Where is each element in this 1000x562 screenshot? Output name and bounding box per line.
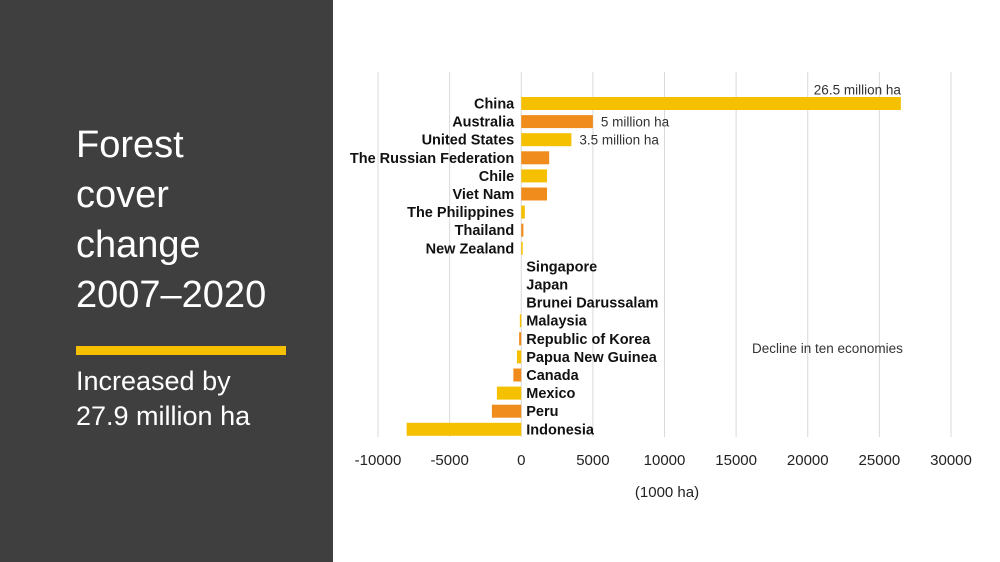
category-label: Peru — [526, 404, 558, 420]
category-label: The Philippines — [407, 205, 514, 221]
accent-bar — [76, 346, 286, 355]
bar-thailand — [521, 223, 524, 237]
bar-mexico — [496, 386, 522, 400]
bar-indonesia — [406, 422, 522, 436]
slide-title: Forest cover change 2007–2020 — [76, 120, 316, 320]
bar-united-states — [521, 133, 572, 147]
x-axis-label: (1000 ha) — [635, 484, 699, 501]
bar-canada — [513, 368, 522, 382]
subtitle-line: 27.9 million ha — [76, 401, 251, 431]
title-line: 2007–2020 — [76, 274, 267, 316]
chart-annotations: 26.5 million ha 5 million ha 3.5 million h… — [579, 83, 903, 356]
category-labels: China Australia United States The Russian F… — [350, 97, 659, 439]
category-label: Brunei Darussalam — [526, 296, 658, 312]
x-tick-label: -5000 — [430, 452, 468, 469]
title-panel: Forest cover change 2007–2020 Increased … — [0, 0, 333, 562]
category-label: Mexico — [526, 386, 575, 402]
annotation: 5 million ha — [601, 115, 670, 130]
category-label: Indonesia — [526, 422, 595, 438]
category-label: Canada — [526, 368, 579, 384]
x-tick-label: 5000 — [576, 452, 609, 469]
x-tick-label: 20000 — [787, 452, 829, 469]
bar-republic-of-korea — [519, 332, 522, 346]
x-tick-label: 25000 — [859, 452, 901, 469]
x-tick-label: 15000 — [715, 452, 757, 469]
bar-the-philippines — [521, 205, 525, 219]
slide-subtitle: Increased by 27.9 million ha — [76, 364, 326, 434]
category-label: The Russian Federation — [350, 151, 514, 167]
chart-bars — [406, 97, 901, 436]
bar-australia — [521, 115, 593, 129]
category-label: Japan — [526, 278, 568, 294]
x-tick-label: 0 — [517, 452, 525, 469]
category-label: Papua New Guinea — [526, 350, 657, 366]
bar-peru — [491, 404, 522, 418]
forest-cover-bar-chart: China Australia United States The Russian F… — [350, 72, 972, 501]
x-tick-label: 10000 — [644, 452, 686, 469]
category-label: China — [474, 97, 515, 113]
category-label: United States — [422, 133, 515, 149]
bar-china — [521, 97, 901, 110]
title-line: change — [76, 224, 201, 266]
category-label: Australia — [452, 115, 515, 131]
category-label: Malaysia — [526, 314, 587, 330]
category-label: Republic of Korea — [526, 332, 651, 348]
title-line: Forest — [76, 124, 184, 166]
bar-viet-nam — [521, 187, 548, 201]
chart-gridlines — [377, 72, 952, 437]
bar-the-russian-federation — [521, 151, 550, 165]
annotation: Decline in ten economies — [752, 341, 903, 356]
bar-chile — [521, 169, 548, 183]
x-tick-label: -10000 — [355, 452, 402, 469]
category-label: New Zealand — [426, 241, 515, 257]
subtitle-line: Increased by — [76, 366, 231, 396]
annotation: 3.5 million ha — [579, 133, 659, 148]
category-label: Thailand — [455, 223, 515, 239]
bar-papua-new-guinea — [516, 350, 522, 364]
category-label: Viet Nam — [452, 187, 514, 203]
category-label: Chile — [479, 169, 514, 185]
title-line: cover — [76, 174, 169, 216]
category-label: Singapore — [526, 259, 597, 275]
annotation: 26.5 million ha — [814, 83, 902, 98]
bar-malaysia — [519, 314, 522, 328]
x-axis-ticks: -10000 -5000 0 5000 10000 15000 20000 25000 3000… — [355, 452, 972, 469]
x-tick-label: 30000 — [930, 452, 972, 469]
bar-new-zealand — [521, 241, 523, 255]
